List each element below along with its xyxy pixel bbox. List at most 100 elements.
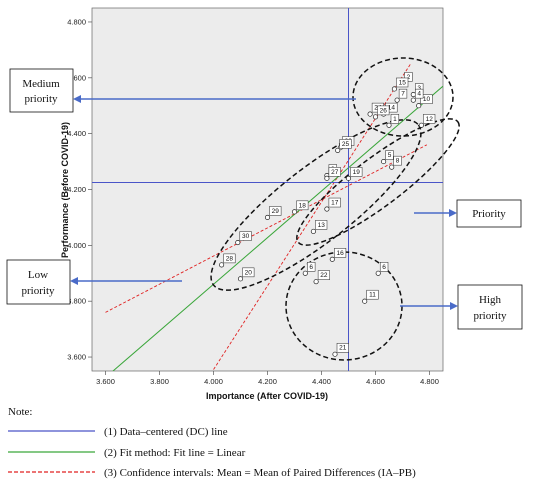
point-label-box	[239, 231, 252, 241]
point-label: 10	[423, 96, 431, 103]
point-29: 29	[264, 206, 282, 220]
callout-low-arrowhead	[70, 277, 78, 285]
point-marker	[418, 122, 424, 128]
medium-priority-ellipse	[352, 57, 454, 137]
point-marker	[237, 276, 244, 282]
y-axis-title: Performance (Before COVID-19)	[60, 122, 70, 258]
point-marker	[264, 214, 271, 220]
point-label-box	[385, 150, 394, 160]
point-marker	[381, 159, 387, 165]
point-marker	[313, 279, 319, 285]
point-8: 8	[389, 155, 402, 170]
callout-low-line1: Low	[28, 269, 48, 281]
note-legend: Note: (1) Data–centered (DC) line (2) Fi…	[8, 406, 416, 479]
point-label: 19	[353, 169, 361, 176]
point-16: 16	[329, 248, 347, 262]
point-marker	[375, 270, 381, 276]
point-label: 30	[242, 233, 250, 240]
callout-high-arrowhead	[450, 302, 458, 310]
point-marker	[291, 209, 298, 215]
point-6: 6	[375, 262, 389, 276]
point-marker	[367, 111, 373, 117]
point-marker	[219, 262, 225, 268]
point-label: 13	[318, 222, 326, 229]
point-label-box	[377, 105, 390, 116]
point-label-box	[336, 342, 349, 353]
callout-priority-arrowhead	[449, 209, 457, 217]
point-label: 21	[339, 345, 347, 352]
y-tick-label: 3.600	[67, 353, 86, 362]
point-label: 12	[426, 116, 434, 123]
point-label: 6	[382, 264, 386, 271]
callout-medium-priority: Medium priority	[9, 68, 356, 113]
point-label: 5	[388, 152, 392, 159]
x-tick-label: 4.200	[258, 377, 277, 386]
point-label-box	[317, 270, 330, 280]
callout-high-priority: High priority	[400, 284, 523, 330]
callout-high-line1: High	[479, 294, 502, 306]
point-label-box	[420, 94, 433, 104]
point-label: 15	[399, 79, 407, 86]
point-marker	[310, 228, 316, 234]
plot-area	[91, 7, 444, 372]
point-label-box	[328, 197, 341, 208]
point-5: 5	[381, 150, 394, 165]
point-label: 14	[388, 105, 396, 112]
point-label: 27	[331, 169, 339, 176]
callout-low-line2: priority	[22, 285, 55, 297]
point-12: 12	[418, 114, 436, 128]
point-label: 4	[417, 91, 421, 98]
x-tick-label: 4.000	[204, 377, 223, 386]
point-label-box	[315, 220, 328, 230]
point-marker	[345, 175, 352, 181]
point-27: 27	[324, 167, 341, 181]
y-tick-label: 4.800	[67, 17, 86, 26]
callout-priority: Priority	[414, 199, 522, 228]
point-label-box	[404, 72, 413, 82]
data-points: 2315710424142612123255891927182917133028…	[219, 72, 436, 357]
x-tick-label: 4.800	[420, 377, 439, 386]
point-marker	[386, 122, 392, 128]
point-marker	[362, 298, 368, 304]
point-label-box	[296, 200, 309, 211]
point-label-box	[415, 88, 424, 99]
ci-lower-line	[105, 144, 428, 313]
point-marker	[372, 114, 379, 120]
point-label-box	[396, 77, 409, 88]
point-label-box	[366, 289, 379, 300]
point-13: 13	[310, 220, 328, 234]
point-7: 7	[394, 88, 408, 103]
point-15: 15	[391, 77, 409, 92]
point-label: 22	[320, 272, 328, 279]
point-label: 28	[226, 255, 234, 262]
y-tick-label: 4.400	[67, 129, 86, 138]
point-17: 17	[324, 197, 341, 212]
point-marker	[394, 97, 400, 103]
point-label-box	[328, 167, 341, 177]
point-label: 26	[380, 107, 388, 114]
point-21: 21	[332, 342, 349, 357]
point-label: 1	[393, 116, 397, 123]
point-10: 10	[416, 94, 433, 109]
callout-medium-arrowhead	[73, 95, 81, 103]
point-label-box	[398, 88, 408, 99]
point-label-box	[242, 267, 255, 278]
y-tick-label: 4.200	[67, 185, 86, 194]
x-axis-ticks: 3.600 3.800 4.000 4.200 4.400 4.600 4.800	[96, 371, 439, 386]
point-label-box	[423, 114, 436, 124]
point-marker	[235, 240, 241, 246]
point-30: 30	[235, 231, 252, 246]
callout-medium-line1: Medium	[22, 78, 60, 90]
point-label: 25	[342, 141, 350, 148]
point-label-box	[307, 262, 316, 272]
point-label: 7	[401, 91, 405, 98]
point-marker	[332, 351, 338, 357]
data-centered-lines	[92, 8, 443, 371]
note-title: Note:	[8, 406, 32, 418]
point-marker	[391, 86, 397, 92]
point-marker	[324, 175, 330, 181]
x-tick-label: 4.600	[366, 377, 385, 386]
fit-line	[112, 85, 443, 371]
point-label: 16	[336, 250, 344, 257]
point-label-box	[390, 114, 400, 124]
